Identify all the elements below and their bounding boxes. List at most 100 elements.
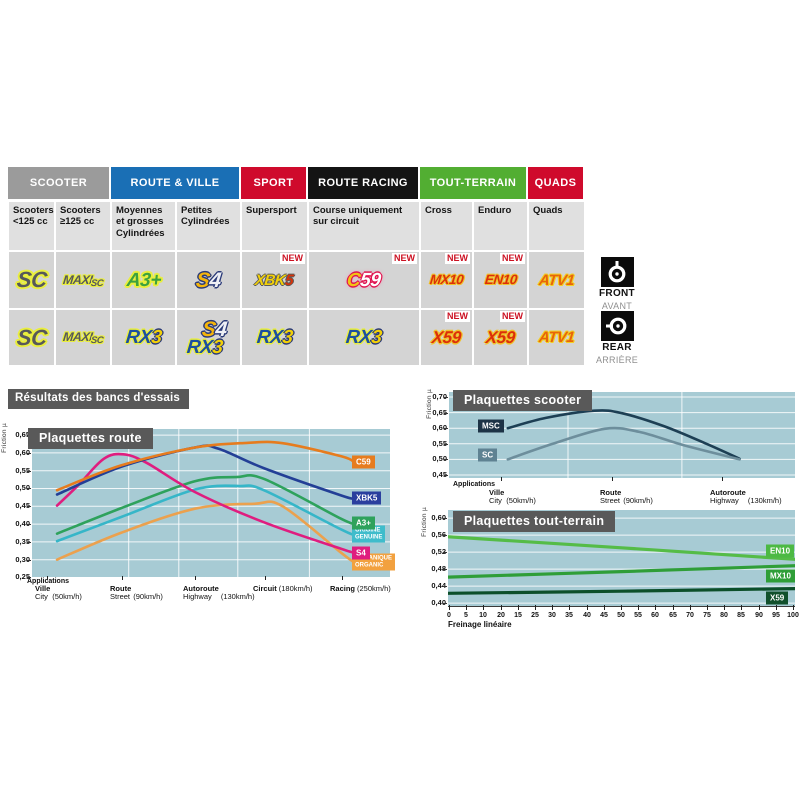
y-tick-label-plaquettes-route: 0,40 — [15, 519, 30, 528]
legend-badge-s4: S4 — [352, 546, 370, 560]
x-tick-label-65: 65 — [669, 612, 677, 619]
x-tick-label-5: 5 — [464, 612, 468, 619]
y-tick-label-plaquettes-tout-terrain: 0,40 — [431, 598, 446, 607]
series-line-xbk5 — [55, 444, 356, 500]
x-tick-label-50: 50 — [617, 612, 625, 619]
y-axis-tick — [444, 413, 448, 414]
series-line-x59 — [448, 587, 795, 595]
y-tick-label-plaquettes-scooter: 0,65 — [432, 408, 447, 417]
x-tick-label-80: 80 — [720, 612, 728, 619]
y-axis-tick — [444, 397, 448, 398]
product-cell-front-maxi: MAXISC — [55, 251, 111, 309]
subcategory-cell-scooters-125-cc: Scooters <125 cc — [8, 201, 55, 251]
x-axis-tick — [342, 576, 343, 580]
y-tick-label-plaquettes-tout-terrain: 0,56 — [431, 530, 446, 539]
y-axis-tick — [443, 552, 447, 553]
x-axis-tick — [552, 605, 553, 610]
legend-badge-mx10: MX10 — [766, 569, 795, 583]
rear-axle-indicator: REAR ARRIÈRE — [592, 311, 642, 365]
series-line-c59 — [55, 440, 356, 492]
product-cell-rear-maxi: MAXISC — [55, 309, 111, 366]
product-logo-s4: S4 — [194, 268, 223, 292]
product-cell-front-c59: NEW C59 — [308, 251, 420, 309]
y-axis-label: Friction µ — [1, 423, 8, 453]
y-tick-label-plaquettes-tout-terrain: 0,60 — [431, 513, 446, 522]
x-axis-tick — [612, 477, 613, 481]
product-cell-front-atv1: ATV1 — [528, 251, 585, 309]
y-tick-label-plaquettes-route: 0,30 — [15, 555, 30, 564]
x-tick-label-autoroute: Autoroute Highway (130km/h) — [710, 488, 782, 505]
product-cell-front-mx10: NEW MX10 — [420, 251, 473, 309]
product-cell-rear-x59: NEW X59 — [420, 309, 473, 366]
x-tick-label-ville: Ville City (50km/h) — [489, 488, 536, 505]
product-cell-front-s4: S4 — [176, 251, 241, 309]
rear-label: REAR — [602, 342, 632, 353]
y-tick-label-plaquettes-scooter: 0,70 — [432, 392, 447, 401]
legend-badge-sc: SC — [478, 448, 498, 462]
product-cell-rear-atv1: ATV1 — [528, 309, 585, 366]
subcategory-cell-cross: Cross — [420, 201, 473, 251]
product-cell-rear-rx3: RX3 — [111, 309, 176, 366]
y-axis-tick — [27, 506, 31, 507]
category-header-scooter: SCOOTER — [8, 167, 111, 201]
x-axis-tick — [724, 605, 725, 610]
product-logo-atv1: ATV1 — [537, 329, 576, 346]
subcategory-cell-supersport: Supersport — [241, 201, 308, 251]
x-tick-label-circuit: Circuit (180km/h) — [253, 584, 313, 593]
new-badge: NEW — [500, 253, 525, 264]
x-tick-label-85: 85 — [737, 612, 745, 619]
new-badge: NEW — [280, 253, 305, 264]
x-axis-tick — [604, 605, 605, 610]
x-axis-tick — [518, 605, 519, 610]
x-tick-label-20: 20 — [497, 612, 505, 619]
x-tick-label-90: 90 — [755, 612, 763, 619]
product-logo-xbk5: XBK5 — [254, 271, 295, 289]
series-line-sc — [506, 426, 741, 461]
x-axis-tick — [569, 605, 570, 610]
new-badge: NEW — [500, 311, 525, 322]
legend-badge-en10: EN10 — [766, 544, 795, 558]
chart-plot-plaquettes-route — [32, 429, 390, 577]
chart-title-plaquettes-tout-terrain: Plaquettes tout-terrain — [453, 511, 616, 532]
x-axis-tick — [776, 605, 777, 610]
y-axis-tick — [444, 475, 448, 476]
y-axis-tick — [27, 524, 31, 525]
front-label: FRONT — [599, 288, 635, 299]
y-tick-label-plaquettes-route: 0,60 — [15, 448, 30, 457]
x-axis-tick — [535, 605, 536, 610]
x-axis-tick — [195, 576, 196, 580]
y-axis-label: Friction µ — [426, 389, 433, 419]
category-header-tout-terrain: TOUT-TERRAIN — [420, 167, 528, 201]
y-tick-label-plaquettes-tout-terrain: 0,44 — [431, 581, 446, 590]
x-axis-label-applications: Applications — [453, 481, 496, 488]
category-header-quads: QUADS — [528, 167, 585, 201]
x-tick-label-100: 100 — [787, 612, 799, 619]
results-section-header: Résultats des bancs d'essais — [8, 389, 189, 409]
x-tick-label-75: 75 — [703, 612, 711, 619]
x-axis-tick — [466, 605, 467, 610]
chart-title-plaquettes-route: Plaquettes route — [28, 428, 153, 449]
x-tick-label-ville: Ville City (50km/h) — [35, 584, 82, 601]
x-tick-label-35: 35 — [565, 612, 573, 619]
product-cell-front-a3: A3+ — [111, 251, 176, 309]
subcategory-cell-moyennes-et-grosses-cylindr-es: Moyennes et grosses Cylindrées — [111, 201, 176, 251]
legend-badge-xbk5: XBK5 — [352, 491, 382, 505]
legend-badge-c59: C59 — [352, 455, 375, 469]
x-tick-label-10: 10 — [479, 612, 487, 619]
category-header-route-racing: ROUTE RACING — [308, 167, 420, 201]
x-axis-tick — [722, 477, 723, 481]
y-tick-label-plaquettes-scooter: 0,55 — [432, 439, 447, 448]
product-logo-x59: X59 — [431, 328, 462, 347]
y-axis-label: Friction µ — [421, 507, 428, 537]
product-cell-front-en10: NEW EN10 — [473, 251, 528, 309]
product-logo-rx3: RX3 — [345, 327, 383, 348]
product-category-table: SCOOTER ROUTE & VILLE SPORT ROUTE RACING TOU… — [8, 167, 585, 366]
rear-brake-disc-icon — [600, 311, 634, 341]
product-cell-rear-x59: NEW X59 — [473, 309, 528, 366]
product-logo-en10: EN10 — [483, 272, 518, 288]
x-axis-tick — [621, 605, 622, 610]
product-logo-c59: C59 — [346, 269, 382, 291]
product-logo-rx3: RX3 — [124, 327, 163, 348]
chart-title-plaquettes-scooter: Plaquettes scooter — [453, 390, 593, 411]
y-tick-label-plaquettes-tout-terrain: 0,52 — [431, 547, 446, 556]
